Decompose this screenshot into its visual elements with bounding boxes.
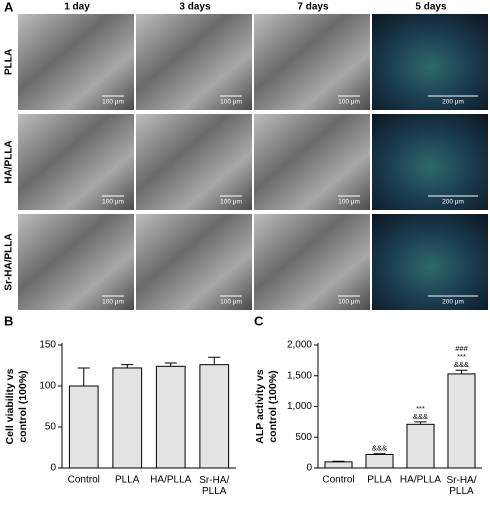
fluorescence-image [372, 114, 488, 210]
error-bar [455, 369, 468, 374]
column-header: 1 day [64, 2, 90, 13]
fluorescence-image [372, 14, 488, 110]
bar [447, 373, 476, 469]
column-header: 3 days [179, 2, 211, 13]
panel-label: C [254, 313, 264, 328]
scale-label: 200 μm [442, 199, 464, 206]
x-tick-label: Sr-HA/PLLA [447, 475, 477, 497]
scale-label: 100 μm [338, 99, 360, 106]
scale-label: 100 μm [220, 199, 242, 206]
scale-label: 100 μm [338, 199, 360, 206]
y-axis-label: control (100%) [267, 370, 279, 442]
scale-label: 100 μm [102, 299, 124, 306]
y-tick-label: 1,000 [287, 401, 312, 412]
bar [406, 423, 435, 469]
panel-label: B [4, 313, 13, 328]
y-tick-label: 0 [50, 463, 56, 474]
y-tick-label: 50 [45, 422, 57, 433]
y-tick-label: 500 [295, 432, 312, 443]
x-tick-label: PLLA [115, 475, 140, 486]
x-tick-label: Control [68, 475, 100, 486]
error-bar [414, 421, 427, 425]
y-axis-label: control (100%) [17, 370, 29, 442]
panel-label: A [4, 0, 14, 14]
sem-image [18, 114, 134, 210]
x-tick-label: HA/PLLA [400, 475, 441, 486]
column-header: 7 days [297, 2, 329, 13]
error-bar [208, 356, 221, 365]
error-bar [121, 364, 134, 368]
scale-label: 100 μm [220, 299, 242, 306]
y-tick-label: 2,000 [287, 340, 312, 351]
bar [68, 385, 99, 469]
sem-image [136, 14, 252, 110]
row-label: Sr-HA/PLLA [4, 233, 15, 290]
error-bar [332, 460, 345, 462]
sem-image [18, 14, 134, 110]
sem-image [254, 14, 370, 110]
column-header: 5 days [415, 2, 447, 13]
scale-label: 100 μm [220, 99, 242, 106]
bar [112, 367, 143, 469]
error-bar [77, 367, 90, 386]
scale-label: 100 μm [102, 199, 124, 206]
error-bar [164, 362, 177, 367]
fluorescence-image [372, 214, 488, 310]
bar [324, 461, 353, 469]
y-tick-label: 1,500 [287, 370, 312, 381]
y-tick-label: 150 [39, 340, 56, 351]
sem-image [136, 114, 252, 210]
sem-image [136, 214, 252, 310]
x-tick-label: PLLA [367, 475, 392, 486]
sem-image [254, 114, 370, 210]
x-tick-label: Control [322, 475, 354, 486]
significance-label: *** [457, 352, 466, 361]
significance-label: ### [455, 344, 468, 353]
y-axis-label: Cell viability vs [4, 368, 16, 444]
row-label: HA/PLLA [4, 140, 15, 183]
y-tick-label: 0 [306, 463, 312, 474]
error-bar [373, 453, 386, 455]
bar [155, 365, 186, 469]
significance-label: &&& [372, 444, 387, 453]
significance-label: &&& [454, 360, 469, 369]
scale-label: 200 μm [442, 299, 464, 306]
sem-image [18, 214, 134, 310]
significance-label: *** [416, 404, 425, 413]
scale-label: 200 μm [442, 99, 464, 106]
row-label: PLLA [4, 49, 15, 75]
y-tick-label: 100 [39, 381, 56, 392]
sem-image [254, 214, 370, 310]
x-tick-label: HA/PLLA [150, 475, 191, 486]
scale-label: 100 μm [102, 99, 124, 106]
scale-label: 100 μm [338, 299, 360, 306]
bar [199, 364, 230, 469]
x-tick-label: Sr-HA/PLLA [199, 475, 229, 497]
significance-label: &&& [413, 412, 428, 421]
bar [365, 453, 394, 469]
y-axis-label: ALP activity vs [254, 369, 266, 444]
